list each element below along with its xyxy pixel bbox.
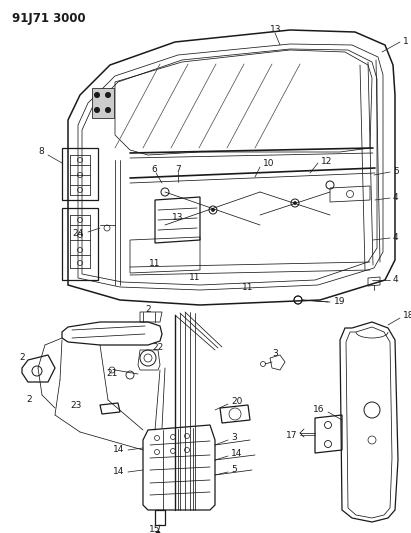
Text: 19: 19	[334, 297, 346, 306]
Circle shape	[106, 108, 111, 112]
Text: 8: 8	[38, 148, 44, 157]
Text: 21: 21	[106, 368, 118, 377]
Circle shape	[106, 93, 111, 98]
Text: 2: 2	[145, 305, 151, 314]
Text: 4: 4	[393, 192, 399, 201]
Text: 15: 15	[149, 526, 161, 533]
Text: 23: 23	[71, 400, 82, 409]
Text: 7: 7	[175, 165, 181, 174]
Text: 2: 2	[26, 395, 32, 405]
Text: 14: 14	[231, 449, 242, 458]
Text: 13: 13	[172, 214, 184, 222]
Text: 6: 6	[151, 166, 157, 174]
Text: 4: 4	[393, 276, 399, 285]
Text: 11: 11	[149, 259, 161, 268]
Text: 91J71 3000: 91J71 3000	[12, 12, 85, 25]
Text: 11: 11	[242, 282, 254, 292]
Text: 14: 14	[113, 446, 124, 455]
Text: 17: 17	[286, 431, 297, 440]
Text: 22: 22	[152, 343, 163, 352]
Text: 12: 12	[321, 157, 332, 166]
Text: 5: 5	[393, 166, 399, 175]
Text: 5: 5	[231, 465, 237, 474]
Circle shape	[212, 208, 215, 212]
Text: 16: 16	[312, 405, 324, 414]
Text: 4: 4	[393, 232, 399, 241]
Circle shape	[293, 201, 296, 205]
Text: 3: 3	[231, 433, 237, 442]
Text: 11: 11	[189, 273, 201, 282]
Text: 10: 10	[263, 159, 275, 168]
Bar	[92, 88, 114, 118]
Text: 14: 14	[113, 467, 124, 477]
Circle shape	[156, 531, 160, 533]
Text: 13: 13	[270, 25, 282, 34]
Text: 2: 2	[19, 352, 25, 361]
Circle shape	[95, 93, 99, 98]
Text: 1: 1	[403, 36, 409, 45]
Text: 18: 18	[403, 311, 411, 320]
Text: 24: 24	[73, 230, 84, 238]
Circle shape	[95, 108, 99, 112]
Text: 3: 3	[272, 350, 278, 359]
Text: 20: 20	[231, 398, 242, 407]
